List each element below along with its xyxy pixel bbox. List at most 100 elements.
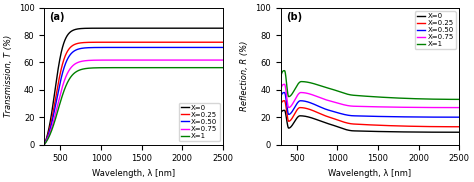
- X=0.25: [456, 126, 462, 128]
- X=1: [282, 70, 287, 72]
- X=0.75: [124, 59, 129, 61]
- X=0: [41, 143, 47, 146]
- X=0.50: [419, 116, 424, 118]
- X=0.75: [182, 59, 188, 61]
- X=0.75: [365, 106, 370, 108]
- X=1: [182, 67, 188, 69]
- X=0.75: [419, 106, 424, 108]
- Y-axis label: Transmission, T (%): Transmission, T (%): [4, 35, 13, 117]
- X=0.75: [282, 83, 287, 85]
- X=0.75: [456, 106, 462, 109]
- X=0.50: [215, 46, 221, 49]
- X=0.25: [220, 41, 226, 43]
- Line: X=0: X=0: [44, 28, 223, 145]
- X=0.75: [41, 143, 47, 146]
- X=1: [287, 95, 292, 97]
- X=1: [124, 67, 129, 69]
- X=0.75: [451, 106, 457, 109]
- X=0.25: [128, 41, 134, 43]
- X=0.75: [215, 59, 221, 61]
- X=0: [456, 131, 462, 133]
- X=1: [50, 124, 56, 127]
- X=0.50: [451, 116, 457, 118]
- Line: X=0.25: X=0.25: [44, 42, 223, 145]
- X=1: [456, 98, 462, 100]
- X-axis label: Wavelength, λ [nm]: Wavelength, λ [nm]: [328, 169, 411, 178]
- X=1: [41, 143, 47, 146]
- X=1: [360, 95, 365, 97]
- X=0: [360, 130, 365, 132]
- X=0: [451, 131, 457, 133]
- X=0.25: [282, 100, 287, 102]
- X=0.75: [451, 106, 457, 109]
- X=0.75: [50, 121, 56, 123]
- X=0.50: [124, 46, 129, 49]
- X=0.25: [360, 123, 365, 126]
- X=0.75: [128, 59, 134, 61]
- Line: X=1: X=1: [44, 68, 223, 145]
- X=0: [124, 27, 129, 29]
- X=0.25: [182, 41, 188, 43]
- X=0.50: [360, 115, 365, 117]
- X=1: [365, 95, 370, 97]
- X=0.75: [360, 105, 365, 108]
- X=0.25: [215, 41, 220, 43]
- X-axis label: Wavelength, λ [nm]: Wavelength, λ [nm]: [92, 169, 175, 178]
- X=0: [220, 27, 226, 29]
- Legend: X=0, X=0.25, X=0.50, X=0.75, X=1: X=0, X=0.25, X=0.50, X=0.75, X=1: [415, 11, 456, 50]
- X=0.25: [215, 41, 221, 43]
- X=0: [365, 130, 370, 132]
- X=0.75: [220, 59, 226, 61]
- X=0.75: [278, 89, 283, 91]
- X=1: [220, 67, 226, 69]
- X=0.50: [278, 97, 283, 99]
- X=0.50: [451, 116, 457, 118]
- X=0: [215, 27, 220, 29]
- Line: X=0: X=0: [281, 110, 459, 132]
- X=0.50: [182, 46, 188, 49]
- X=0.50: [50, 115, 56, 117]
- X=0.25: [451, 126, 457, 128]
- Line: X=0.75: X=0.75: [44, 60, 223, 145]
- X=0.25: [278, 104, 283, 106]
- X=1: [215, 67, 221, 69]
- Line: X=0.75: X=0.75: [281, 84, 459, 108]
- X=0.50: [41, 143, 47, 146]
- X=0.50: [282, 91, 287, 94]
- X=0: [278, 113, 283, 115]
- X=0: [216, 27, 222, 29]
- X=0: [419, 131, 424, 133]
- X=0.50: [220, 46, 226, 49]
- X=0.75: [215, 59, 220, 61]
- X=1: [128, 67, 134, 69]
- X=0: [215, 27, 221, 29]
- X=0.25: [219, 41, 225, 43]
- Text: (b): (b): [286, 12, 302, 22]
- X=0.25: [50, 110, 56, 112]
- Line: X=0.50: X=0.50: [281, 92, 459, 117]
- X=0: [182, 27, 188, 29]
- Line: X=0.50: X=0.50: [44, 48, 223, 145]
- X=0.25: [124, 41, 129, 43]
- X=0: [50, 101, 56, 103]
- X=0: [282, 109, 287, 111]
- X=0.75: [287, 106, 292, 108]
- Text: (a): (a): [50, 12, 65, 22]
- X=0.25: [365, 124, 370, 126]
- X=0.25: [287, 120, 292, 122]
- X=0.25: [451, 126, 457, 128]
- X=0.50: [215, 46, 220, 49]
- X=0.50: [456, 116, 462, 118]
- X=0.25: [41, 143, 47, 146]
- X=0: [128, 27, 134, 29]
- X=1: [278, 77, 283, 79]
- X=0.25: [419, 125, 424, 128]
- X=1: [451, 98, 457, 100]
- Line: X=0.25: X=0.25: [281, 101, 459, 127]
- X=1: [451, 98, 457, 100]
- X=1: [419, 98, 424, 100]
- X=0.50: [128, 46, 134, 49]
- X=0.50: [365, 115, 370, 117]
- X=1: [215, 67, 220, 69]
- Line: X=1: X=1: [281, 71, 459, 99]
